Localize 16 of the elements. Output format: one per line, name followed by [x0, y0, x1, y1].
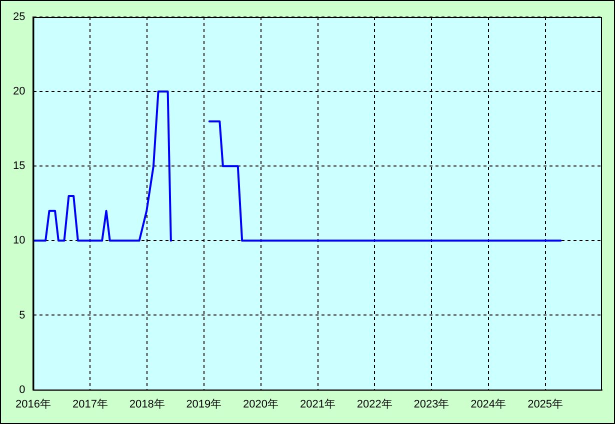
y-tick-label: 20: [12, 86, 26, 98]
x-tick-label: 2017年: [72, 398, 108, 410]
y-tick-label: 5: [19, 309, 26, 322]
x-tick-label: 2022年: [356, 398, 392, 410]
x-tick-label: 2021年: [300, 398, 336, 410]
x-tick-label: 2016年: [15, 398, 51, 410]
x-tick-label: 2024年: [470, 398, 506, 410]
x-tick-label: 2019年: [186, 398, 222, 410]
x-tick-label: 2018年: [129, 398, 165, 410]
x-tick-label: 2025年: [528, 398, 564, 410]
x-tick-label: 2023年: [414, 398, 450, 410]
y-tick-label: 0: [19, 384, 26, 396]
y-tick-label: 15: [12, 160, 26, 172]
y-tick-label: 10: [12, 234, 26, 247]
x-tick-label: 2020年: [243, 398, 279, 410]
y-tick-label: 25: [12, 11, 26, 24]
